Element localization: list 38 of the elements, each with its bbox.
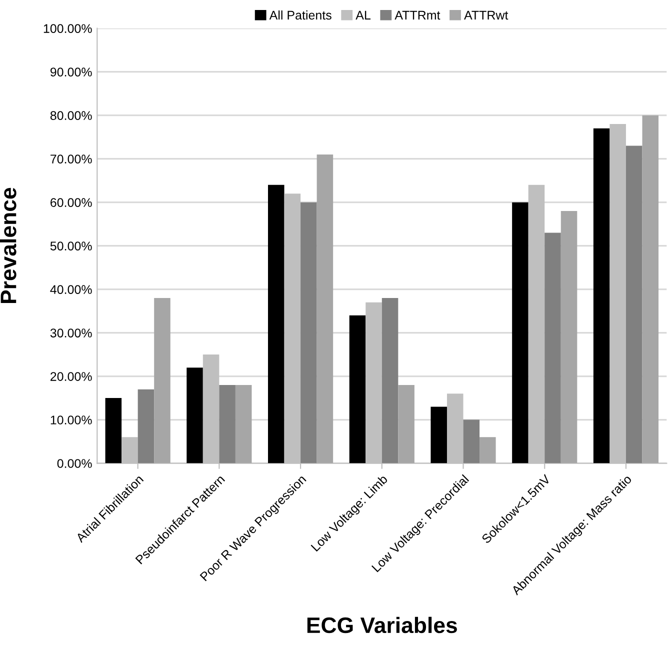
bar xyxy=(626,146,642,464)
bar xyxy=(219,384,236,464)
bar xyxy=(154,298,170,464)
legend-label: ATTRwt xyxy=(464,10,508,20)
y-tick-label: 50.00% xyxy=(50,242,92,250)
bar xyxy=(480,437,496,464)
bar xyxy=(268,184,284,464)
bar xyxy=(593,128,610,464)
bar xyxy=(186,368,203,464)
y-tick-label: 40.00% xyxy=(50,285,92,294)
bar xyxy=(316,154,334,464)
bar xyxy=(382,298,398,464)
y-tick-label: 20.00% xyxy=(50,372,92,381)
x-axis-title: ECG Variables xyxy=(307,616,457,634)
legend-label: AL xyxy=(356,10,370,20)
y-tick-label: 60.00% xyxy=(50,198,92,207)
bar xyxy=(105,398,122,464)
bar xyxy=(544,232,561,464)
legend-label: ATTRmt xyxy=(394,10,440,20)
y-tick-label: 0.00% xyxy=(57,459,92,468)
y-tick-label: 90.00% xyxy=(50,68,92,76)
bar xyxy=(512,202,528,464)
bar xyxy=(398,384,414,464)
bar xyxy=(430,406,447,464)
bar xyxy=(463,420,480,464)
bar xyxy=(560,211,578,464)
y-tick-label: 80.00% xyxy=(50,111,92,120)
bar xyxy=(300,202,317,464)
legend-label: All Patients xyxy=(269,10,332,20)
y-axis-title: Prevalence xyxy=(0,188,16,304)
bar xyxy=(642,115,659,464)
y-tick-label: 70.00% xyxy=(50,154,92,164)
bar xyxy=(138,389,154,464)
bar xyxy=(235,384,252,464)
y-tick-label: 30.00% xyxy=(50,328,92,338)
y-tick-label: 10.00% xyxy=(50,416,92,424)
bar xyxy=(349,315,366,464)
y-tick-label: 100.00% xyxy=(44,24,92,33)
